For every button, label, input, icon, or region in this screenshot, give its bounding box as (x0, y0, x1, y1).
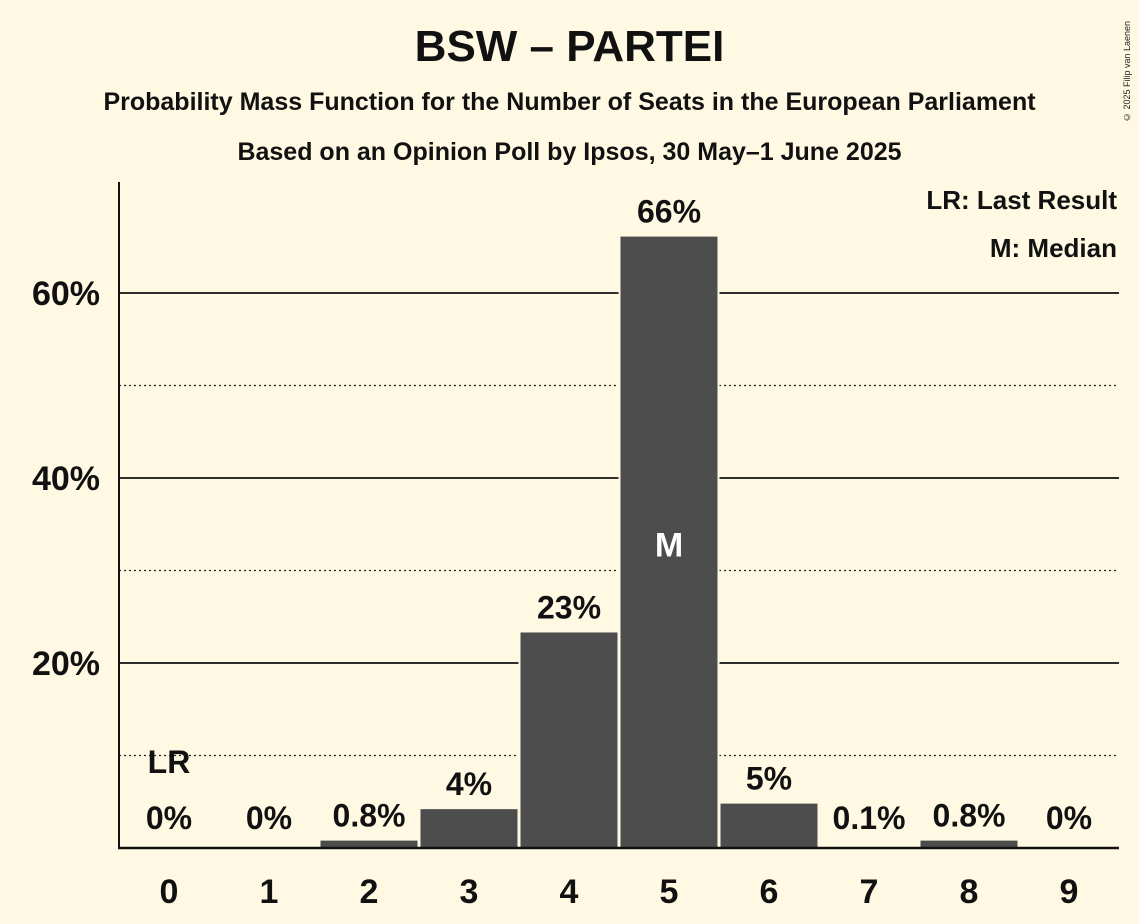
data-label-0: 0% (146, 800, 192, 836)
legend-item: M: Median (990, 233, 1117, 263)
data-label-4: 23% (537, 589, 601, 625)
data-label-9: 0% (1046, 800, 1092, 836)
x-tick-label: 0 (160, 873, 179, 911)
median-marker: M (655, 527, 683, 565)
x-tick-label: 2 (360, 873, 379, 911)
y-tick-label: 40% (32, 460, 100, 498)
x-tick-label: 8 (960, 873, 979, 911)
legend: LR: Last Result M: Median (926, 185, 1117, 263)
x-tick-label: 7 (860, 873, 879, 911)
data-label-2: 0.8% (333, 798, 406, 834)
data-label-6: 5% (746, 761, 792, 797)
chart-source-line: Based on an Opinion Poll by Ipsos, 30 Ma… (237, 138, 902, 166)
data-label-3: 4% (446, 766, 492, 802)
bar-seats-4 (520, 632, 618, 848)
x-tick-label: 3 (460, 873, 479, 911)
x-tick-label: 9 (1060, 873, 1079, 911)
chart-subtitle: Probability Mass Function for the Number… (103, 88, 1036, 116)
bar-seats-5 (620, 236, 718, 848)
data-label-8: 0.8% (933, 798, 1006, 834)
x-tick-label: 5 (660, 873, 679, 911)
last-result-marker: LR (148, 744, 191, 780)
bar-seats-6 (720, 803, 818, 848)
y-tick-label: 20% (32, 645, 100, 683)
bars (318, 234, 1020, 849)
chart-title: BSW – PARTEI (414, 22, 725, 71)
axes: 20% 40% 60% 0 1 2 3 4 5 6 7 8 9 (32, 182, 1119, 911)
data-labels: 0% 0% 0.8% 4% 23% 66% 5% 0.1% 0.8% 0% M LR (146, 194, 1092, 836)
bar-seats-2 (320, 840, 418, 848)
bar-gap-7 (818, 845, 920, 848)
x-tick-label: 6 (760, 873, 779, 911)
x-tick-label: 4 (560, 873, 579, 911)
legend-item: LR: Last Result (926, 185, 1117, 215)
bar-seats-8 (920, 840, 1018, 848)
data-label-1: 0% (246, 800, 292, 836)
x-tick-label: 1 (260, 873, 279, 911)
bar-seats-3 (420, 809, 518, 848)
y-tick-label: 60% (32, 275, 100, 313)
data-label-7: 0.1% (833, 800, 906, 836)
data-label-5: 66% (637, 194, 701, 230)
